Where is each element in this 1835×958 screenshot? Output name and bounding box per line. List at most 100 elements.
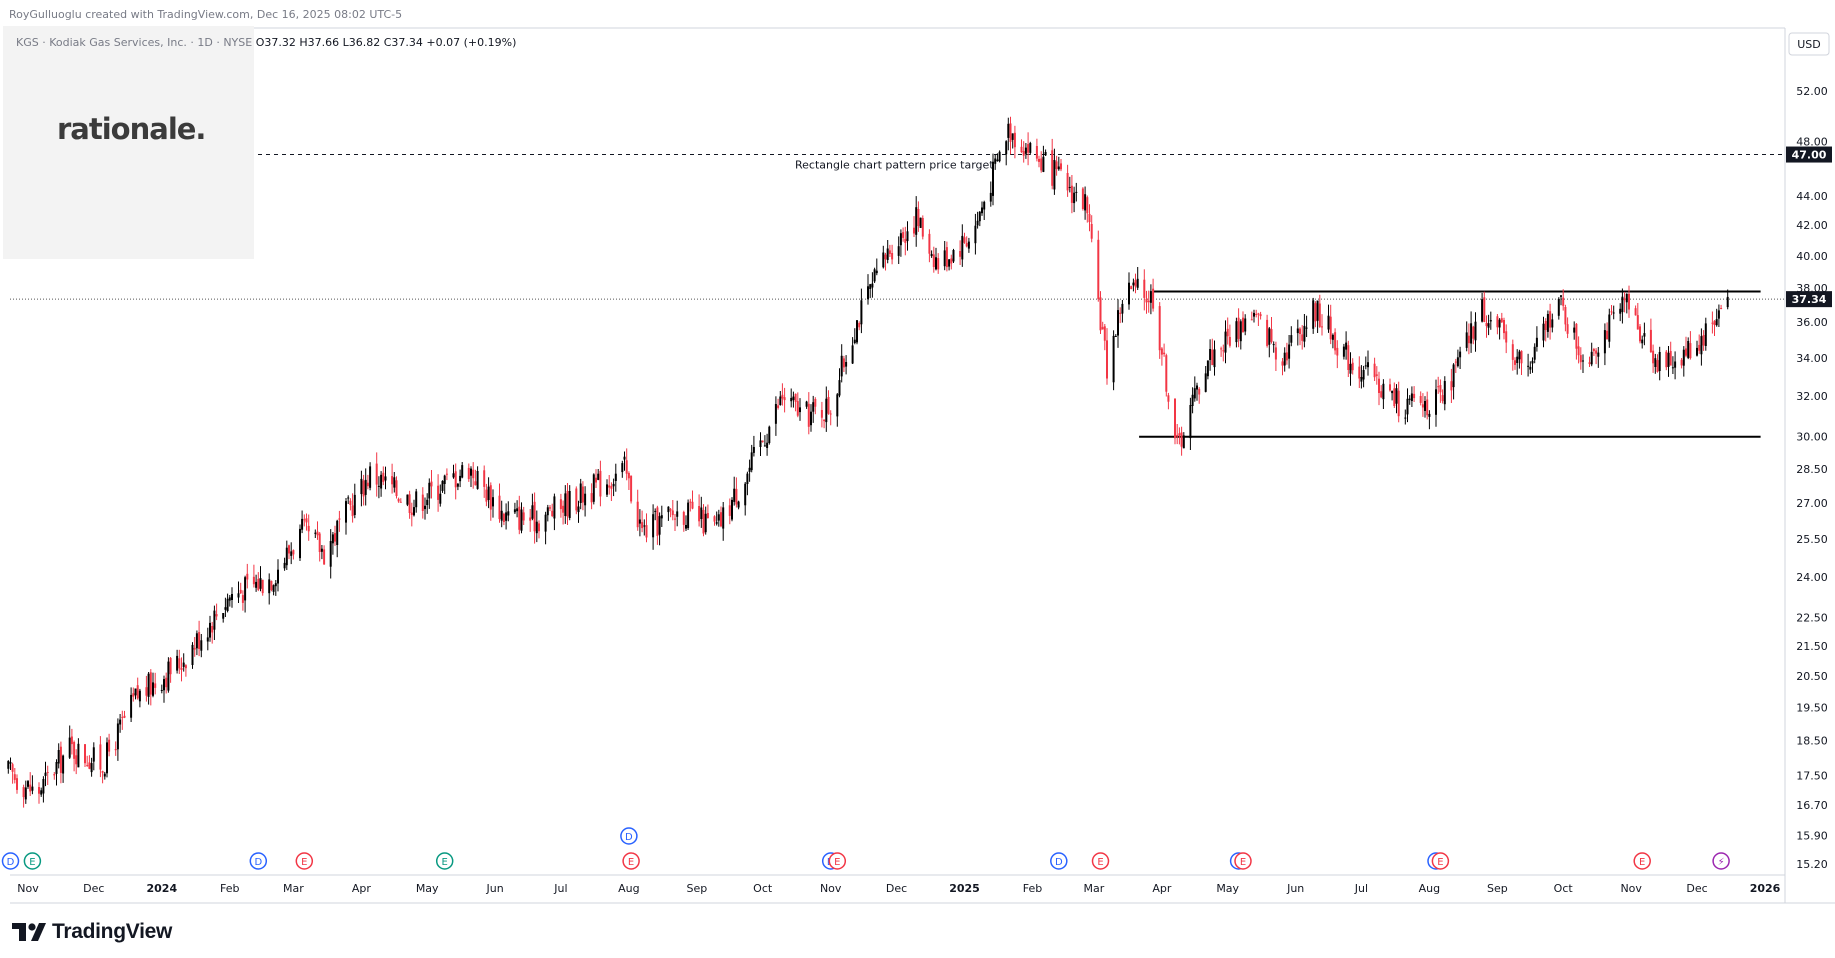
candle (1005, 140, 1008, 166)
candle (195, 630, 198, 656)
candle (1318, 294, 1321, 328)
candle-body (90, 763, 93, 773)
candle (198, 620, 201, 657)
candle-body (595, 477, 597, 483)
candle-body (16, 778, 18, 790)
candle-body (1027, 144, 1030, 153)
candle (1717, 304, 1720, 327)
candle (1130, 285, 1133, 290)
candle-body (283, 562, 286, 569)
candle-body (1426, 399, 1429, 416)
x-tick-label: Nov (1620, 882, 1642, 895)
candle-body (206, 637, 209, 642)
dividend-marker[interactable]: D (249, 852, 268, 870)
candle (1470, 311, 1473, 353)
candle-body (1590, 351, 1593, 365)
candle (1301, 325, 1304, 350)
candle (1395, 384, 1398, 414)
candle (1546, 310, 1549, 338)
candle (53, 772, 56, 780)
candle-body (193, 647, 196, 650)
candle (27, 780, 29, 789)
candle-body (1419, 396, 1422, 403)
candle (935, 247, 937, 271)
candle-body (630, 475, 633, 502)
candle (829, 410, 832, 426)
candle (1349, 352, 1352, 386)
candle (702, 504, 705, 537)
candle (963, 232, 966, 244)
candle (13, 768, 16, 784)
candle (1040, 151, 1043, 173)
dividend-marker[interactable]: D (1050, 852, 1068, 870)
candle-body (152, 682, 154, 696)
tradingview-logo[interactable]: TradingView (12, 920, 172, 944)
candle (1112, 330, 1115, 391)
candle-body (1270, 329, 1273, 342)
candle-body (1498, 319, 1501, 328)
candle (728, 498, 731, 525)
earnings-marker[interactable]: E (828, 852, 847, 870)
earnings-marker[interactable]: E (23, 852, 42, 870)
candle-body (1086, 197, 1089, 214)
marker-circle (1431, 852, 1450, 870)
candle-body (733, 488, 736, 502)
candle-body (483, 470, 486, 487)
candle (623, 451, 626, 471)
candle-body (134, 688, 137, 696)
candle-body (1441, 395, 1444, 402)
candle-body (441, 480, 444, 491)
earnings-marker[interactable]: E (295, 852, 314, 870)
candle-body (1373, 363, 1376, 378)
candle (1163, 343, 1166, 357)
candle (316, 521, 319, 540)
candle-body (364, 479, 367, 495)
candle-body (902, 232, 905, 238)
candle (237, 581, 240, 603)
dividend-marker[interactable]: D (620, 827, 638, 845)
candle-body (1314, 303, 1317, 322)
candle (983, 200, 986, 220)
candle (518, 495, 521, 535)
earnings-marker[interactable]: E (1091, 852, 1110, 870)
candle-body (167, 661, 170, 691)
candle (630, 475, 633, 504)
candle (165, 672, 168, 694)
candle-body (513, 509, 516, 513)
candle (1196, 382, 1198, 401)
candle (998, 150, 1001, 163)
candle-body (1009, 123, 1012, 142)
candle (1566, 317, 1569, 339)
candle-body (397, 498, 400, 502)
candle-body (660, 515, 663, 519)
candle (119, 714, 122, 733)
candle-body (292, 550, 295, 555)
currency-button[interactable]: USD (1788, 32, 1830, 56)
dividend-marker[interactable]: D (1, 852, 20, 870)
candle-body (1413, 393, 1416, 399)
candle-body (520, 509, 523, 531)
earnings-marker[interactable]: E (1431, 852, 1450, 870)
candle-body (1073, 192, 1076, 204)
candle-body (154, 683, 157, 688)
candle (1081, 187, 1084, 211)
earnings-marker[interactable]: E (1633, 852, 1651, 870)
candle (568, 485, 571, 521)
earnings-marker[interactable]: E (1234, 852, 1252, 870)
candle-body (502, 513, 505, 522)
candle (163, 675, 165, 703)
candle (810, 404, 812, 432)
candle-body (581, 486, 584, 503)
earnings-marker[interactable]: E (622, 852, 640, 870)
candle-body (869, 284, 872, 289)
split-marker[interactable]: ⚡ (1712, 852, 1730, 870)
candle (1687, 337, 1690, 360)
earnings-marker[interactable]: E (435, 852, 454, 870)
candle-body (1268, 328, 1271, 345)
candle-body (380, 474, 383, 489)
candle (1114, 334, 1117, 337)
candle (130, 687, 133, 722)
candle-body (967, 241, 970, 249)
candle-body (1334, 332, 1337, 351)
